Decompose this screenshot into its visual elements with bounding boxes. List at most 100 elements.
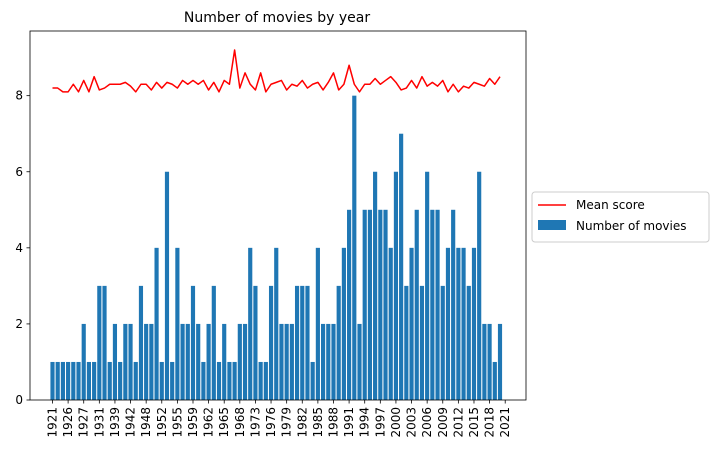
bar bbox=[76, 361, 81, 400]
x-tick-label: 2006 bbox=[420, 407, 434, 438]
x-tick-label: 2003 bbox=[405, 407, 419, 438]
x-tick-label: 2021 bbox=[498, 407, 512, 438]
bar bbox=[445, 247, 451, 400]
bar bbox=[482, 323, 487, 400]
legend: Mean score Number of movies bbox=[531, 191, 710, 243]
bar bbox=[227, 361, 232, 400]
x-tick-label: 1939 bbox=[108, 407, 122, 438]
line-layer bbox=[52, 49, 501, 93]
bar bbox=[336, 285, 341, 400]
bar bbox=[456, 247, 461, 400]
bar bbox=[123, 323, 128, 400]
bar bbox=[180, 323, 185, 400]
x-tick-label: 1991 bbox=[342, 407, 356, 438]
x-tick-label: 2015 bbox=[467, 407, 481, 438]
bar bbox=[268, 285, 274, 400]
bar bbox=[175, 247, 180, 400]
bar bbox=[201, 361, 206, 400]
bar bbox=[399, 133, 404, 400]
bar bbox=[461, 247, 466, 400]
legend-label-mean-score: Mean score bbox=[576, 198, 645, 212]
bar bbox=[149, 323, 154, 400]
bar bbox=[128, 323, 133, 400]
bar bbox=[107, 361, 112, 400]
bar bbox=[154, 247, 159, 400]
x-tick-label: 1955 bbox=[170, 407, 184, 438]
bar bbox=[71, 361, 76, 400]
bar bbox=[357, 323, 362, 400]
bar bbox=[471, 247, 477, 400]
bar bbox=[60, 361, 65, 400]
y-tick-label: 4 bbox=[15, 241, 23, 255]
x-tick-label: 2018 bbox=[483, 407, 497, 438]
bar bbox=[279, 323, 284, 400]
bar bbox=[419, 285, 425, 400]
chart-title: Number of movies by year bbox=[184, 10, 370, 26]
x-tick-label: 1973 bbox=[248, 407, 262, 438]
bar bbox=[253, 285, 258, 400]
bar bbox=[430, 209, 435, 400]
bar bbox=[331, 323, 336, 400]
x-tick-label: 2012 bbox=[451, 407, 465, 438]
x-tick-label: 1965 bbox=[217, 407, 231, 438]
bar bbox=[347, 209, 352, 400]
bar bbox=[211, 285, 216, 400]
bar bbox=[274, 247, 279, 400]
bar bbox=[388, 247, 393, 400]
bar bbox=[414, 209, 419, 400]
x-tick-label: 1988 bbox=[326, 407, 340, 438]
bar bbox=[97, 285, 102, 400]
x-tick-label: 1994 bbox=[358, 407, 372, 438]
bar bbox=[216, 361, 222, 400]
bar bbox=[378, 209, 383, 400]
bar bbox=[190, 285, 196, 400]
bar bbox=[196, 323, 201, 400]
bar bbox=[258, 361, 263, 400]
bar bbox=[159, 361, 164, 400]
bar bbox=[102, 285, 107, 400]
x-tick-label: 1948 bbox=[139, 407, 153, 438]
x-tick-label: 1921 bbox=[46, 407, 60, 438]
x-tick-label: 1927 bbox=[77, 407, 91, 438]
bar bbox=[237, 323, 242, 400]
bar bbox=[435, 209, 440, 400]
bar bbox=[284, 323, 289, 400]
bar bbox=[300, 285, 305, 400]
bar bbox=[383, 209, 388, 400]
bar bbox=[289, 323, 294, 400]
x-tick-label: 1976 bbox=[264, 407, 278, 438]
bar bbox=[138, 285, 144, 400]
y-tick-label: 6 bbox=[15, 165, 23, 179]
plot-frame bbox=[29, 30, 527, 401]
bar bbox=[487, 323, 492, 400]
bar bbox=[373, 171, 378, 400]
x-tick-label: 1952 bbox=[155, 407, 169, 438]
x-tick-label: 1962 bbox=[202, 407, 216, 438]
x-tick-label: 1997 bbox=[373, 407, 387, 438]
bar bbox=[497, 323, 503, 400]
bar bbox=[263, 361, 268, 400]
bar bbox=[321, 323, 326, 400]
bar bbox=[326, 323, 331, 400]
bar bbox=[232, 361, 237, 400]
bar bbox=[118, 361, 123, 400]
bar bbox=[409, 247, 414, 400]
bar bbox=[248, 247, 253, 400]
bar bbox=[440, 285, 445, 400]
bar bbox=[112, 323, 118, 400]
x-tick-label: 2009 bbox=[436, 407, 450, 438]
bar bbox=[242, 323, 248, 400]
bar bbox=[393, 171, 399, 400]
x-tick-label: 1926 bbox=[61, 407, 75, 438]
bar bbox=[492, 361, 497, 400]
bar bbox=[466, 285, 471, 400]
bar bbox=[81, 323, 86, 400]
x-tick-label: 1979 bbox=[280, 407, 294, 438]
bar bbox=[305, 285, 310, 400]
y-tick-label: 0 bbox=[15, 393, 23, 407]
bar bbox=[310, 361, 315, 400]
x-tick-label: 1982 bbox=[295, 407, 309, 438]
bar bbox=[86, 361, 91, 400]
